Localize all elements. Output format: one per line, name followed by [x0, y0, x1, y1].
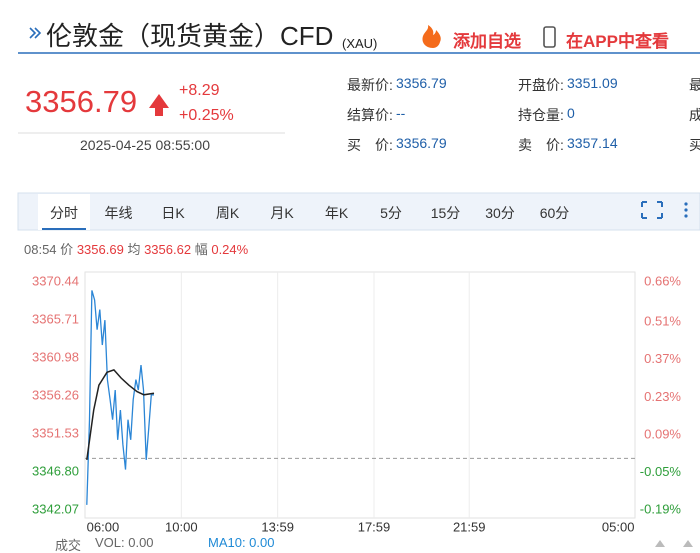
- price-line: [86, 369, 155, 461]
- tab[interactable]: 周K: [215, 205, 240, 221]
- info-value: 3356.62: [144, 242, 192, 257]
- price: 3356.79: [25, 84, 138, 119]
- field-label: 最: [689, 77, 700, 93]
- field-value: 3357.14: [567, 135, 618, 151]
- y-tick-label: 3360.98: [32, 349, 79, 364]
- field-value: 3356.79: [396, 75, 447, 91]
- y2-tick-label: 0.37%: [644, 351, 681, 366]
- tab-bar: [17, 192, 700, 231]
- field-value: --: [396, 105, 406, 121]
- info-value: 0.24%: [211, 242, 249, 257]
- up-arrow: [149, 94, 169, 116]
- field-label: 成: [689, 107, 700, 123]
- field-value: 3351.09: [567, 75, 618, 91]
- footer-label: 成交: [55, 538, 82, 553]
- phone-icon: [543, 26, 556, 48]
- info-value: 3356.69: [76, 242, 124, 257]
- fire-icon: [422, 25, 441, 48]
- field-label: 买: [689, 137, 700, 153]
- tab[interactable]: 15分: [430, 205, 461, 221]
- y-tick-label: 3370.44: [32, 273, 79, 288]
- field-label: 买 价:: [347, 137, 393, 153]
- field-value: 3356.79: [396, 135, 447, 151]
- y-tick-label: 3351.53: [32, 425, 79, 440]
- price-line: [86, 290, 154, 505]
- y2-tick-label: 0.23%: [644, 389, 681, 404]
- x-tick-label: 17:59: [358, 519, 391, 534]
- tab[interactable]: 年K: [324, 205, 349, 221]
- y2-tick-label: -0.19%: [640, 501, 682, 516]
- field-value: 0: [567, 105, 575, 121]
- y-tick-label: 3356.26: [32, 387, 79, 402]
- scroll-arrows[interactable]: [655, 540, 693, 547]
- tab[interactable]: 日K: [161, 205, 185, 221]
- quote-time: 2025-04-25 08:55:00: [80, 137, 210, 153]
- y2-tick-label: 0.51%: [644, 314, 681, 329]
- x-tick-label: 21:59: [453, 519, 486, 534]
- y-tick-label: 3346.80: [32, 463, 79, 478]
- x-tick-label: 05:00: [602, 519, 635, 534]
- expand-icon[interactable]: [641, 201, 663, 219]
- y2-tick-label: -0.05%: [640, 464, 682, 479]
- code: (XAU): [342, 36, 378, 51]
- field-label: 持仓量:: [518, 107, 564, 123]
- active-tab: [38, 194, 90, 230]
- info-line: 08:54 价 3356.69 均 3356.62 幅 0.24%: [24, 239, 248, 258]
- info-label: 价: [60, 242, 74, 257]
- tab[interactable]: 30分: [485, 205, 515, 221]
- change: +8.29: [179, 82, 220, 99]
- info-label: 均: [127, 242, 141, 257]
- tab[interactable]: 分时: [50, 205, 78, 221]
- plot-frame: [84, 271, 636, 519]
- info-label: 幅: [194, 242, 208, 257]
- footer-ma: MA10: 0.00: [208, 535, 275, 550]
- menu-dot[interactable]: [684, 202, 688, 206]
- field-label: 开盘价:: [518, 77, 564, 93]
- open-app[interactable]: 在APP中查看: [566, 32, 669, 51]
- info-time: 08:54: [24, 242, 57, 257]
- y2-tick-label: 0.09%: [644, 426, 681, 441]
- y2-tick-label: 0.66%: [644, 273, 681, 288]
- x-tick-label: 06:00: [87, 519, 120, 534]
- menu-dot[interactable]: [684, 208, 688, 212]
- add-watch[interactable]: 添加自选: [453, 32, 521, 51]
- x-tick-label: 13:59: [261, 519, 294, 534]
- tab[interactable]: 年线: [104, 205, 133, 221]
- x-tick-label: 10:00: [165, 519, 198, 534]
- field-label: 结算价:: [347, 107, 393, 123]
- field-label: 卖 价:: [518, 137, 564, 153]
- tab[interactable]: 5分: [380, 205, 402, 221]
- menu-dot[interactable]: [684, 214, 688, 218]
- title: 伦敦金（现货黄金）CFD: [46, 21, 334, 51]
- y-tick-label: 3342.07: [32, 501, 79, 516]
- footer-vol: VOL: 0.00: [95, 535, 154, 550]
- change-pct: +0.25%: [179, 107, 234, 124]
- title-icon: [29, 27, 42, 39]
- tab[interactable]: 60分: [539, 205, 570, 221]
- field-label: 最新价:: [347, 77, 393, 93]
- tab[interactable]: 月K: [270, 205, 294, 221]
- y-tick-label: 3365.71: [32, 311, 79, 326]
